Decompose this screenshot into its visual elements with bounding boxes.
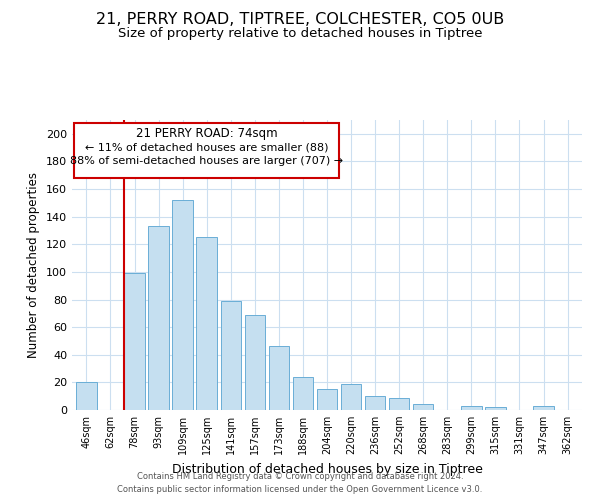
Bar	[485, 407, 506, 410]
X-axis label: Distribution of detached houses by size in Tiptree: Distribution of detached houses by size …	[172, 462, 482, 475]
Bar	[389, 398, 409, 410]
Y-axis label: Number of detached properties: Number of detached properties	[28, 172, 40, 358]
Bar	[269, 346, 289, 410]
Text: Size of property relative to detached houses in Tiptree: Size of property relative to detached ho…	[118, 28, 482, 40]
Bar	[365, 396, 385, 410]
Text: 88% of semi-detached houses are larger (707) →: 88% of semi-detached houses are larger (…	[70, 156, 343, 166]
Bar	[413, 404, 433, 410]
Bar	[148, 226, 169, 410]
FancyBboxPatch shape	[74, 123, 339, 178]
Bar	[221, 301, 241, 410]
Bar	[172, 200, 193, 410]
Bar	[293, 377, 313, 410]
Bar	[341, 384, 361, 410]
Bar	[76, 382, 97, 410]
Bar	[533, 406, 554, 410]
Text: ← 11% of detached houses are smaller (88): ← 11% of detached houses are smaller (88…	[85, 142, 328, 152]
Bar	[245, 314, 265, 410]
Bar	[196, 238, 217, 410]
Bar	[461, 406, 482, 410]
Bar	[124, 274, 145, 410]
Text: 21 PERRY ROAD: 74sqm: 21 PERRY ROAD: 74sqm	[136, 127, 278, 140]
Text: Contains HM Land Registry data © Crown copyright and database right 2024.: Contains HM Land Registry data © Crown c…	[137, 472, 463, 481]
Text: 21, PERRY ROAD, TIPTREE, COLCHESTER, CO5 0UB: 21, PERRY ROAD, TIPTREE, COLCHESTER, CO5…	[96, 12, 504, 28]
Text: Contains public sector information licensed under the Open Government Licence v3: Contains public sector information licen…	[118, 484, 482, 494]
Bar	[317, 390, 337, 410]
